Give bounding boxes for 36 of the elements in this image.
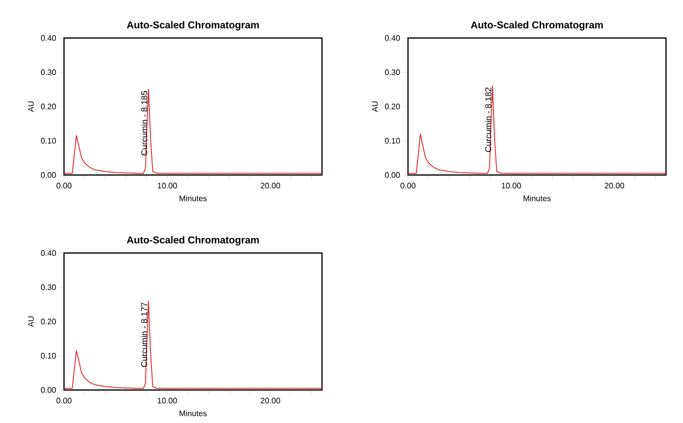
x-axis-title: Minutes	[524, 195, 551, 202]
y-tick-label: 0.40	[40, 250, 56, 256]
y-tick-label: 0.20	[40, 318, 56, 324]
y-tick-label: 0.00	[40, 172, 56, 178]
x-tick-label: 10.00	[158, 182, 177, 188]
y-tick-label: 0.30	[384, 69, 400, 76]
y-tick-label: 0.10	[384, 138, 400, 144]
x-tick-label: 0.00	[400, 182, 416, 188]
x-tick-label: 10.00	[158, 398, 177, 404]
x-tick-label: 20.00	[260, 182, 280, 188]
annotation: Curcumin - 8.177	[140, 302, 148, 367]
annotation: Curcumin - 8.182	[484, 88, 492, 152]
y-tick-label: 0.30	[40, 284, 56, 290]
x-axis-title: Minutes	[180, 195, 207, 202]
chart-title: Auto-Scaled Chromatogram	[126, 236, 259, 246]
x-tick-label: 20.00	[604, 182, 624, 188]
annotation: Curcumin - 8.185	[141, 90, 148, 156]
x-tick-label: 10.00	[502, 182, 521, 188]
y-tick-label: 0.40	[40, 35, 56, 41]
x-tick-label: 0.00	[56, 182, 72, 188]
y-tick-label: 0.00	[40, 387, 56, 393]
y-tick-label: 0.30	[40, 69, 56, 76]
y-tick-label: 0.10	[40, 352, 56, 359]
y-tick-label: 0.20	[384, 104, 400, 110]
x-tick-label: 20.00	[260, 398, 280, 404]
y-axis-title: AU	[372, 102, 378, 112]
chart-title: Auto-Scaled Chromatogram	[470, 21, 603, 30]
y-tick-label: 0.40	[384, 35, 400, 41]
y-axis-title: AU	[28, 102, 34, 112]
y-axis-title: AU	[28, 316, 34, 328]
chart-title: Auto-Scaled Chromatogram	[126, 21, 259, 30]
y-tick-label: 0.20	[40, 104, 56, 110]
y-tick-label: 0.10	[40, 138, 56, 144]
x-axis-title: Minutes	[180, 410, 207, 416]
x-tick-label: 0.00	[56, 398, 72, 404]
y-tick-label: 0.00	[384, 172, 400, 178]
